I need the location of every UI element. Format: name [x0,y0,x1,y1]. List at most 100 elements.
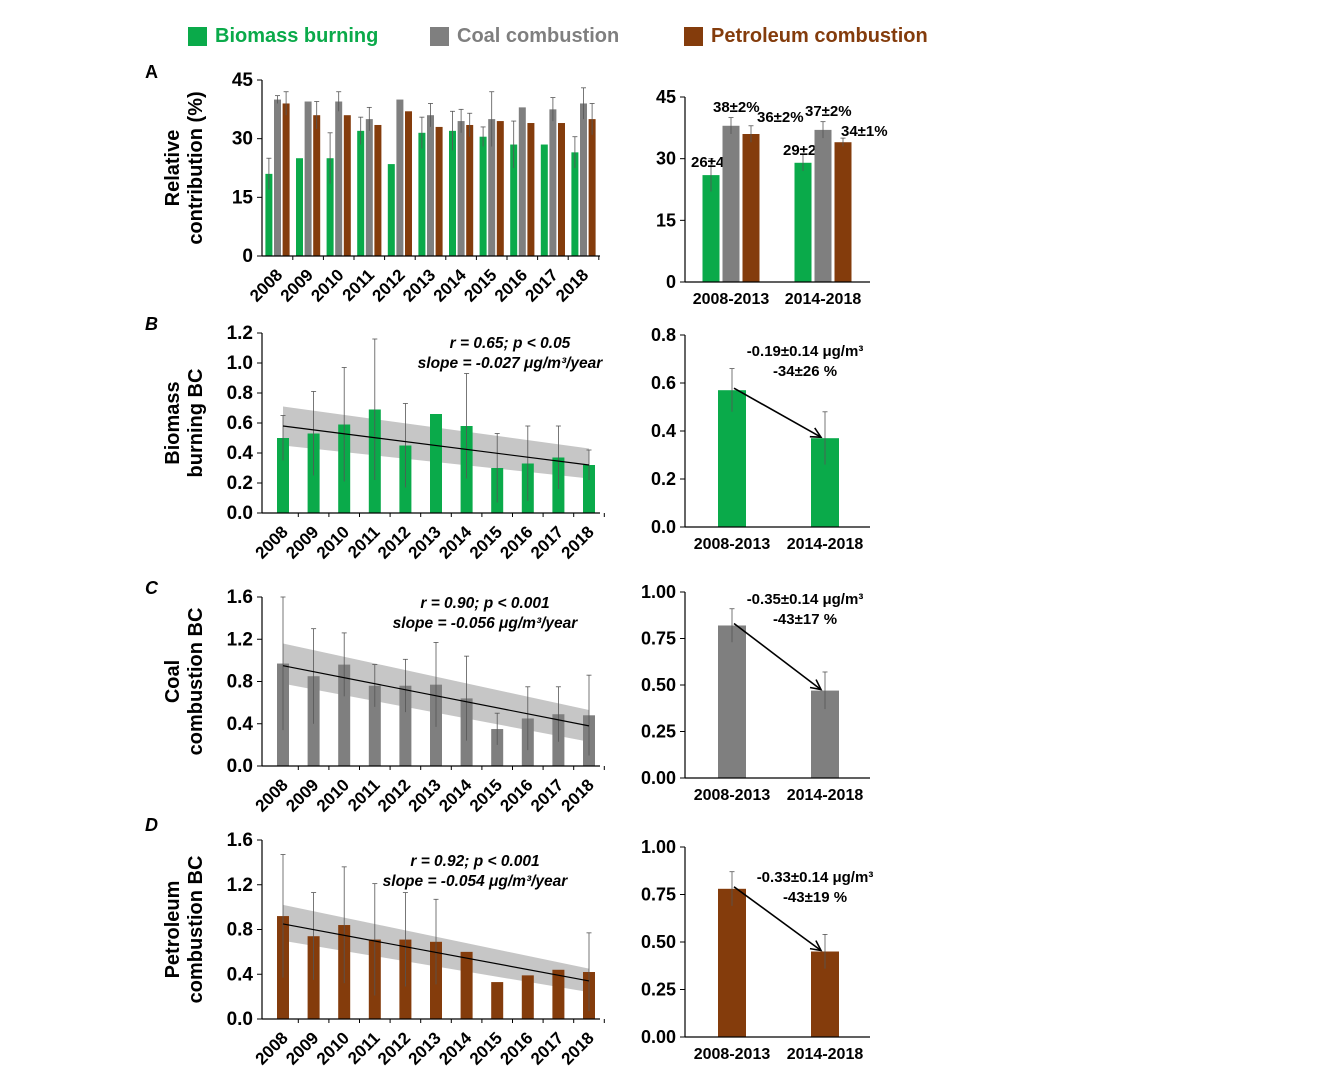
legend-petroleum: Petroleum combustion [684,22,928,50]
b-left-xtick-label-2014: 2014 [435,522,476,563]
c-left-xtick-label-2008: 2008 [252,775,292,815]
c-right-annotation-line-0: -0.35±0.14 μg/m³ [747,591,864,608]
d-left-xtick-label-2014: 2014 [435,1028,476,1069]
d-left-ytick-label-0: 0.0 [227,1009,253,1030]
a-left-bar-biomass-2017 [540,144,548,256]
a-left-bar-coal-2008 [274,99,281,256]
d-left-ytick-label-1: 0.4 [227,964,254,985]
b-right-ytick-label-1: 0.2 [651,469,676,489]
a-left-xtick-label-2009: 2009 [277,265,317,305]
a-left-ytick-label-1: 15 [232,187,254,208]
c-left-bar-2015 [491,729,504,766]
a-left-xtick-label-2018: 2018 [552,265,592,305]
d-left-xtick-label-2011: 2011 [344,1028,384,1068]
c-right-ytick-label-2: 0.50 [641,675,676,695]
d-right-bar-2008-2013 [718,888,746,1037]
c-left-xtick-label-2010: 2010 [313,775,353,815]
a-left-bar-petroleum-2017 [558,123,565,257]
panel-label-c: C [145,578,158,598]
a-right-bar-coal-2014-2018 [814,129,832,282]
a-left-bar-coal-2017 [549,109,557,256]
c-left-ylabel: Coalcombustion BC [162,608,207,756]
a-left-bar-biomass-2015 [479,136,487,256]
d-left-ylabel: Petroleumcombustion BC [162,856,207,1004]
c-left-xtick-label-2015: 2015 [466,775,506,815]
a-left-bar-biomass-2011 [357,130,365,256]
a-left-bar-coal-2013 [427,115,434,256]
d-left-ylabel-line-0: Petroleum [162,881,184,979]
c-left-xtick-label-2014: 2014 [435,775,476,816]
b-left-ytick-label-5: 1.0 [227,353,253,374]
a-left-xtick-label-2014: 2014 [430,265,471,306]
d-left-bar-2016 [521,975,534,1019]
c-right-ytick-label-4: 1.00 [641,582,676,602]
d-left-bar-2017 [552,969,565,1019]
a-left-ylabel-line-1: contribution (%) [185,91,207,244]
c-left-ytick-label-2: 0.8 [227,672,253,693]
c-left-xtick-label-2018: 2018 [558,775,598,815]
b-left-xtick-label-2011: 2011 [344,522,384,562]
legend-coal: Coal combustion [430,22,619,50]
a-left-bar-petroleum-2018 [588,119,596,256]
b-left-ytick-label-6: 1.2 [227,323,253,344]
a-left-xtick-label-2010: 2010 [307,265,347,305]
a-right-ytick-label-1: 15 [656,210,676,230]
b-left-xtick-label-2012: 2012 [374,522,414,562]
c-right-bar-2008-2013 [718,625,746,778]
d-left-xtick-label-2008: 2008 [252,1028,292,1068]
b-left-bar-2008 [277,438,289,513]
d-left-trend-line [282,923,590,982]
d-left-annotation-line-1: slope = -0.054 μg/m³/year [383,873,569,890]
c-right-ytick-label-3: 0.75 [641,629,676,649]
a-left-bar-biomass-2008 [265,173,273,256]
a-left-xtick-label-2013: 2013 [399,265,439,305]
b-right-xtick-label-2008-2013: 2008-2013 [694,536,771,553]
b-left-xtick-label-2008: 2008 [252,522,292,562]
a-left-ytick-label-0: 0 [242,246,253,267]
b-left-ylabel-line-1: burning BC [185,369,207,478]
a-right-value-label-petroleum-1: 34±1% [841,123,888,140]
a-left-ytick-label-2: 30 [232,129,253,150]
a-left-bar-coal-2014 [457,121,465,256]
a-left-bar-petroleum-2016 [527,123,535,257]
a-left-xtick-label-2015: 2015 [460,265,500,305]
c-left-xtick-label-2012: 2012 [374,775,414,815]
c-right-annotation-line-1: -43±17 % [773,611,837,628]
a-right-bar-petroleum-2008-2013 [742,134,760,282]
d-left-bar-2015 [491,982,504,1019]
b-left-ytick-label-2: 0.4 [227,443,254,464]
d-left-xtick-label-2015: 2015 [466,1028,506,1068]
panel-label-b: B [145,314,158,334]
a-left-bar-petroleum-2014 [466,124,474,256]
a-left-bar-coal-2018 [580,103,587,256]
c-left-bar-2010 [338,664,351,766]
legend-label-coal: Coal combustion [457,24,620,47]
c-right-ytick-label-0: 0.00 [641,768,676,788]
a-left-xtick-label-2011: 2011 [339,265,379,305]
c-left-xtick-label-2016: 2016 [496,775,536,815]
a-left-bar-coal-2010 [335,101,343,256]
d-left-bar-2014 [460,951,473,1019]
c-left-bar-2011 [368,685,381,766]
d-right-ytick-label-3: 0.75 [641,885,676,905]
c-left-ylabel-line-1: combustion BC [185,608,207,756]
d-right-ytick-label-0: 0.00 [641,1027,676,1047]
b-right-arrow-line [733,387,822,438]
a-left-bar-coal-2016 [518,107,526,256]
c-left-ylabel-line-0: Coal [162,660,184,703]
a-left-bar-petroleum-2013 [435,126,443,256]
c-left-ytick-label-4: 1.6 [227,587,253,608]
a-left-bar-biomass-2018 [571,152,579,256]
legend-swatch-coal [430,26,449,46]
a-right-value-label-coal-1: 37±2% [805,103,852,120]
a-left-bar-coal-2012 [396,99,404,256]
b-left-xtick-label-2015: 2015 [466,522,506,562]
a-right-bar-coal-2008-2013 [722,125,740,283]
d-left-xtick-label-2017: 2017 [527,1028,567,1068]
a-left-bar-biomass-2009 [296,158,303,256]
a-left-bar-biomass-2013 [418,132,426,256]
c-left-xtick-label-2009: 2009 [282,775,322,815]
d-right-xtick-label-2008-2013: 2008-2013 [694,1046,771,1063]
a-left-xtick-label-2017: 2017 [522,265,562,305]
